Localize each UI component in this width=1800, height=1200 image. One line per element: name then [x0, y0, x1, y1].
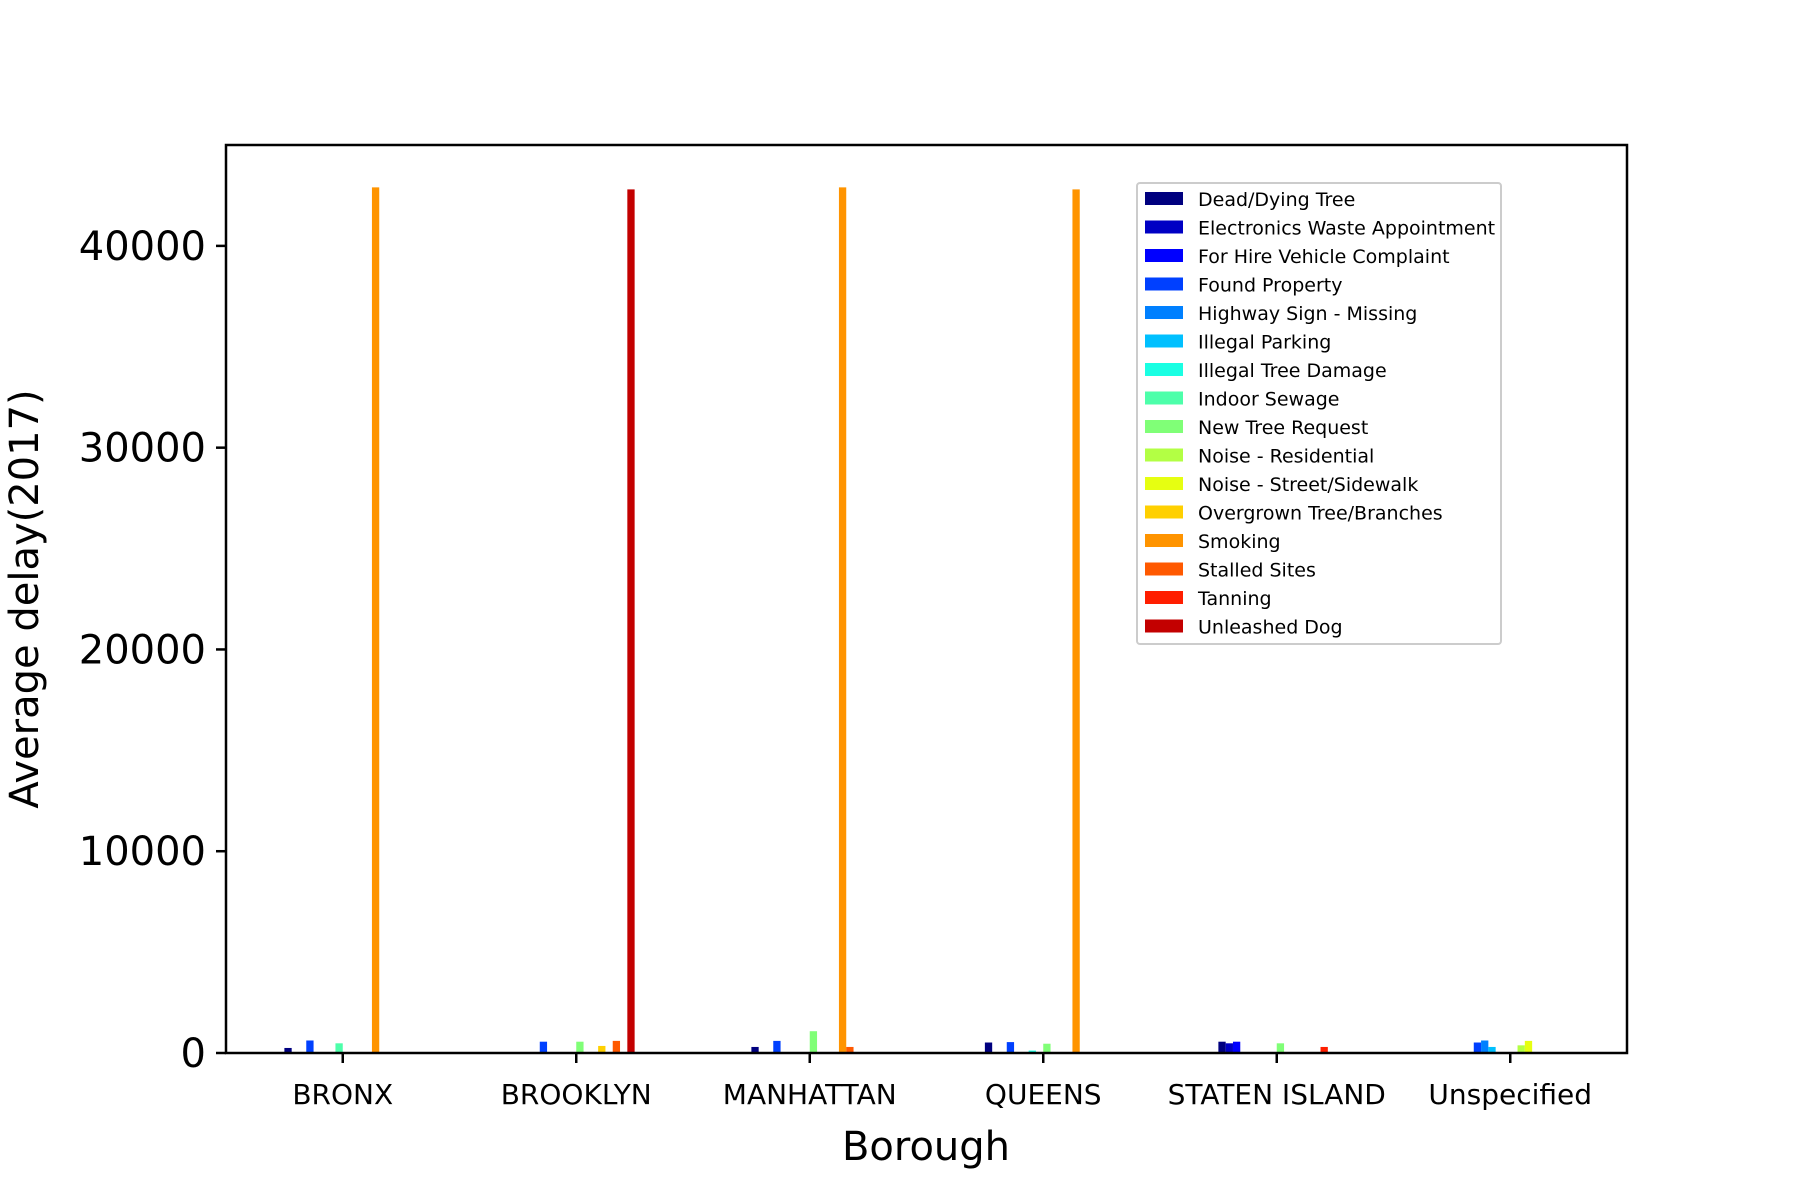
bar [1488, 1046, 1496, 1053]
x-tick-label: BRONX [292, 1078, 393, 1111]
legend-label: Stalled Sites [1198, 560, 1316, 582]
legend-swatch [1145, 562, 1183, 576]
legend-label: Electronics Waste Appointment [1198, 218, 1495, 240]
legend-label: Smoking [1198, 531, 1281, 553]
bar [773, 1040, 781, 1053]
legend-swatch [1145, 334, 1183, 348]
bar [1276, 1043, 1285, 1053]
legend-swatch [1145, 448, 1183, 462]
bar [1517, 1045, 1525, 1053]
bar [1225, 1043, 1233, 1053]
y-tick-label: 10000 [79, 829, 206, 875]
x-axis-title: Borough [842, 1124, 1010, 1170]
legend-swatch [1145, 249, 1183, 262]
legend-label: Unleashed Dog [1198, 617, 1343, 639]
x-tick-label: MANHATTAN [723, 1078, 897, 1111]
bar [306, 1040, 314, 1053]
legend-swatch [1145, 420, 1183, 433]
y-axis-title: Average delay(2017) [2, 389, 48, 808]
bar [612, 1040, 621, 1053]
legend-label: Noise - Residential [1198, 446, 1374, 468]
legend-swatch [1145, 505, 1183, 519]
bar [1218, 1041, 1226, 1053]
x-tick-label: QUEENS [985, 1078, 1102, 1111]
bar [984, 1042, 993, 1053]
legend-swatch [1145, 192, 1183, 205]
bar [1072, 189, 1080, 1053]
bar [809, 1031, 818, 1053]
bar [335, 1043, 343, 1053]
legend-label: Overgrown Tree/Branches [1198, 503, 1443, 525]
bar [1524, 1040, 1533, 1053]
legend-label: Highway Sign - Missing [1198, 303, 1417, 325]
legend-swatch [1145, 220, 1183, 234]
y-tick-label: 40000 [79, 224, 206, 270]
legend-swatch [1145, 306, 1183, 319]
y-axis: 0 10000 20000 30000 40000 [79, 224, 226, 1077]
bar [838, 187, 847, 1053]
legend-swatch [1145, 619, 1183, 633]
legend-swatch [1145, 363, 1183, 376]
legend-label: Illegal Parking [1198, 332, 1331, 354]
bars-layer [284, 187, 1533, 1053]
legend-swatch [1145, 477, 1183, 490]
legend-label: Dead/Dying Tree [1198, 189, 1355, 211]
legend-label: Tanning [1197, 588, 1272, 610]
legend-label: Illegal Tree Damage [1198, 360, 1387, 382]
bar [1006, 1042, 1015, 1053]
y-tick-label: 20000 [79, 627, 206, 673]
bar [539, 1041, 548, 1053]
x-tick-label: BROOKLYN [501, 1078, 652, 1111]
x-axis: BRONX BROOKLYN MANHATTAN QUEENS STATEN ISLAN… [292, 1053, 1592, 1111]
x-tick-label: Unspecified [1428, 1078, 1592, 1111]
x-tick-label: STATEN ISLAND [1168, 1078, 1386, 1111]
y-tick-label: 0 [181, 1031, 206, 1077]
legend-swatch [1145, 534, 1183, 547]
bar [1043, 1043, 1051, 1053]
y-tick-label: 30000 [79, 426, 206, 472]
bar [627, 189, 635, 1053]
bar [751, 1046, 759, 1053]
legend-swatch [1145, 591, 1183, 604]
bar [598, 1045, 606, 1053]
legend-frame [1136, 182, 1502, 645]
bar [1232, 1041, 1241, 1053]
legend-swatch [1145, 391, 1183, 405]
legend-label: New Tree Request [1198, 417, 1368, 439]
bar [284, 1047, 292, 1053]
bar [371, 187, 380, 1053]
bar [1473, 1042, 1482, 1053]
legend-label: For Hire Vehicle Complaint [1198, 246, 1450, 268]
bar [1320, 1046, 1328, 1053]
bar [846, 1046, 854, 1053]
bar [1481, 1040, 1489, 1053]
bar [576, 1041, 584, 1053]
legend-swatch [1145, 277, 1183, 291]
legend-label: Found Property [1198, 275, 1342, 297]
plot-frame [224, 143, 1629, 1055]
legend-label: Indoor Sewage [1198, 389, 1340, 411]
legend-label: Noise - Street/Sidewalk [1198, 474, 1418, 496]
legend: Dead/Dying Tree Electronics Waste Appoint… [1136, 182, 1502, 645]
